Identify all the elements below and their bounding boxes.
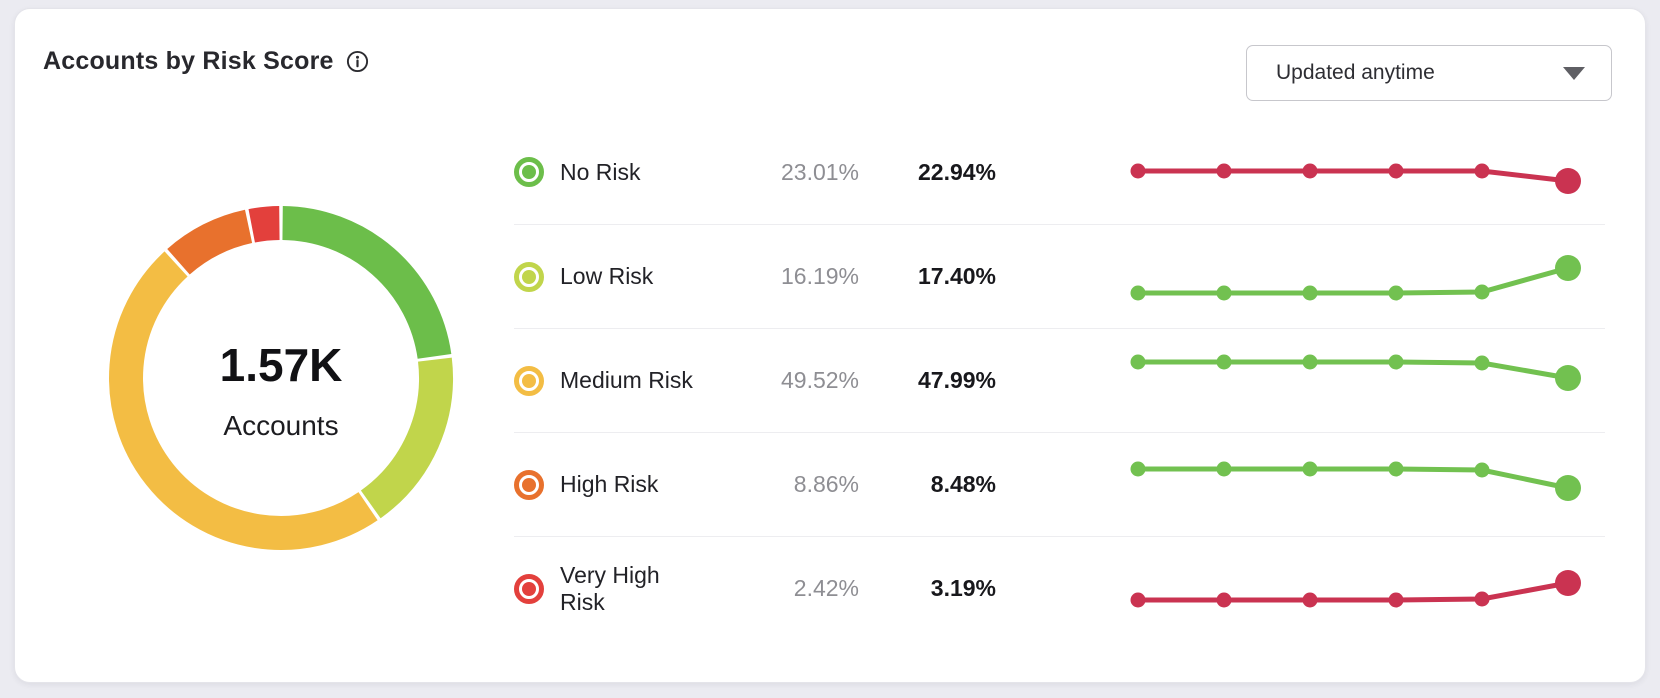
- risk-label: No Risk: [560, 158, 641, 185]
- legend-dot-icon: [514, 261, 544, 292]
- risk-primary-pct: 8.48%: [930, 471, 996, 497]
- risk-score-card: Accounts by Risk Score Updated anytime 1…: [14, 8, 1646, 683]
- risk-row-no-risk[interactable]: No Risk 23.01% 22.94%: [514, 120, 1605, 224]
- legend-dot-icon: [514, 573, 544, 604]
- risk-secondary-pct: 23.01%: [780, 158, 859, 185]
- risk-primary-pct: 47.99%: [917, 367, 996, 393]
- risk-row-high-risk[interactable]: High Risk 8.86% 8.48%: [514, 432, 1605, 536]
- legend-dot-icon: [514, 157, 544, 187]
- page-title: Accounts by Risk Score: [43, 47, 334, 75]
- risk-label: Medium Risk: [560, 367, 693, 393]
- legend-dot-icon: [514, 365, 544, 396]
- risk-legend-table: No Risk 23.01% 22.94% Low Risk 16.19% 17…: [514, 120, 1605, 640]
- caret-down-icon: [1563, 66, 1585, 80]
- card-header: Accounts by Risk Score: [43, 47, 369, 76]
- trend-sparkline: [1130, 254, 1581, 300]
- risk-secondary-pct: 16.19%: [780, 263, 859, 289]
- trend-sparkline: [1130, 461, 1581, 501]
- risk-secondary-pct: 2.42%: [793, 575, 859, 601]
- risk-label: Low Risk: [560, 263, 654, 289]
- info-icon[interactable]: [346, 50, 369, 73]
- trend-sparkline: [1130, 569, 1581, 607]
- risk-row-medium-risk[interactable]: Medium Risk 49.52% 47.99%: [514, 328, 1605, 432]
- trend-sparkline: [1130, 354, 1581, 391]
- risk-label: High Risk: [560, 471, 659, 497]
- legend-dot-icon: [514, 469, 544, 500]
- risk-secondary-pct: 8.86%: [793, 471, 859, 497]
- donut-chart-area: 1.57K Accounts: [108, 205, 454, 551]
- risk-secondary-pct: 49.52%: [780, 367, 859, 393]
- risk-primary-pct: 17.40%: [917, 263, 996, 289]
- risk-primary-pct: 22.94%: [917, 158, 996, 185]
- trend-sparkline: [1130, 163, 1581, 194]
- risk-row-very-high-risk[interactable]: Very High Risk 2.42% 3.19%: [514, 536, 1605, 640]
- risk-label: Very High Risk: [560, 561, 660, 615]
- risk-primary-pct: 3.19%: [930, 575, 996, 601]
- dropdown-selected-value: Updated anytime: [1276, 61, 1435, 84]
- risk-row-low-risk[interactable]: Low Risk 16.19% 17.40%: [514, 224, 1605, 328]
- updated-filter-dropdown[interactable]: Updated anytime: [1246, 45, 1612, 101]
- donut-chart[interactable]: [108, 205, 454, 551]
